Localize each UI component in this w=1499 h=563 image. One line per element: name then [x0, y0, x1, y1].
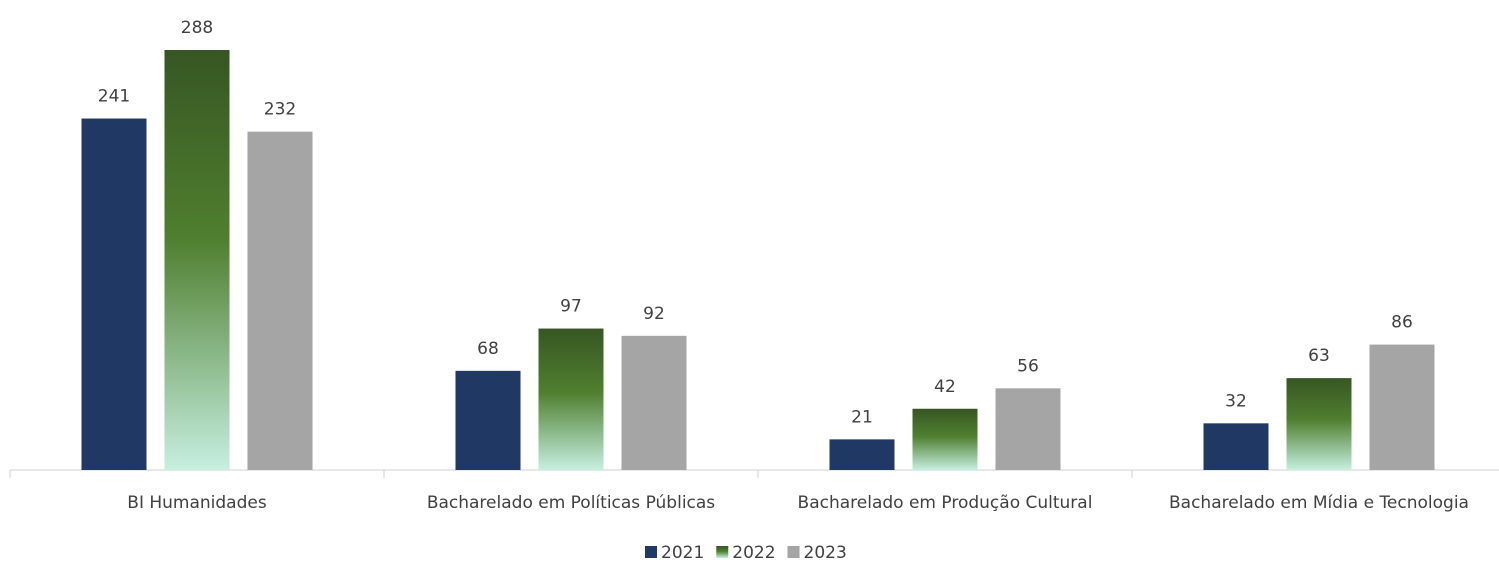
legend-swatch: [716, 546, 729, 558]
legend-swatch: [645, 546, 657, 558]
value-label: 92: [643, 304, 665, 324]
bar: [1286, 378, 1352, 470]
value-label: 56: [1017, 356, 1039, 376]
bar: [81, 118, 147, 471]
value-label: 97: [560, 297, 582, 317]
x-tick-label: Bacharelado em Produção Cultural: [798, 493, 1093, 513]
value-label: 68: [477, 339, 499, 359]
bar: [455, 370, 521, 470]
bar: [247, 131, 313, 470]
bar: [621, 335, 687, 470]
legend-label: 2021: [661, 543, 704, 563]
value-label: 21: [851, 407, 873, 427]
x-tick-label: BI Humanidades: [127, 493, 267, 513]
value-label: 42: [934, 377, 956, 397]
value-label: 232: [264, 100, 296, 120]
bar: [1203, 423, 1269, 470]
value-label: 86: [1391, 313, 1413, 333]
bar: [538, 328, 604, 470]
x-tick-label: Bacharelado em Políticas Públicas: [427, 493, 715, 513]
value-label: 32: [1225, 391, 1247, 411]
bar: [912, 408, 978, 470]
value-label: 241: [98, 87, 130, 107]
bar: [829, 439, 895, 470]
bar: [164, 50, 230, 470]
value-label: 63: [1308, 346, 1330, 366]
legend-label: 2022: [732, 543, 775, 563]
value-label: 288: [181, 18, 213, 38]
bar: [995, 388, 1061, 470]
legend-swatch: [787, 546, 800, 558]
legend-label: 2023: [804, 543, 847, 563]
x-tick-label: Bacharelado em Mídia e Tecnologia: [1169, 493, 1469, 513]
bar: [1369, 344, 1435, 470]
